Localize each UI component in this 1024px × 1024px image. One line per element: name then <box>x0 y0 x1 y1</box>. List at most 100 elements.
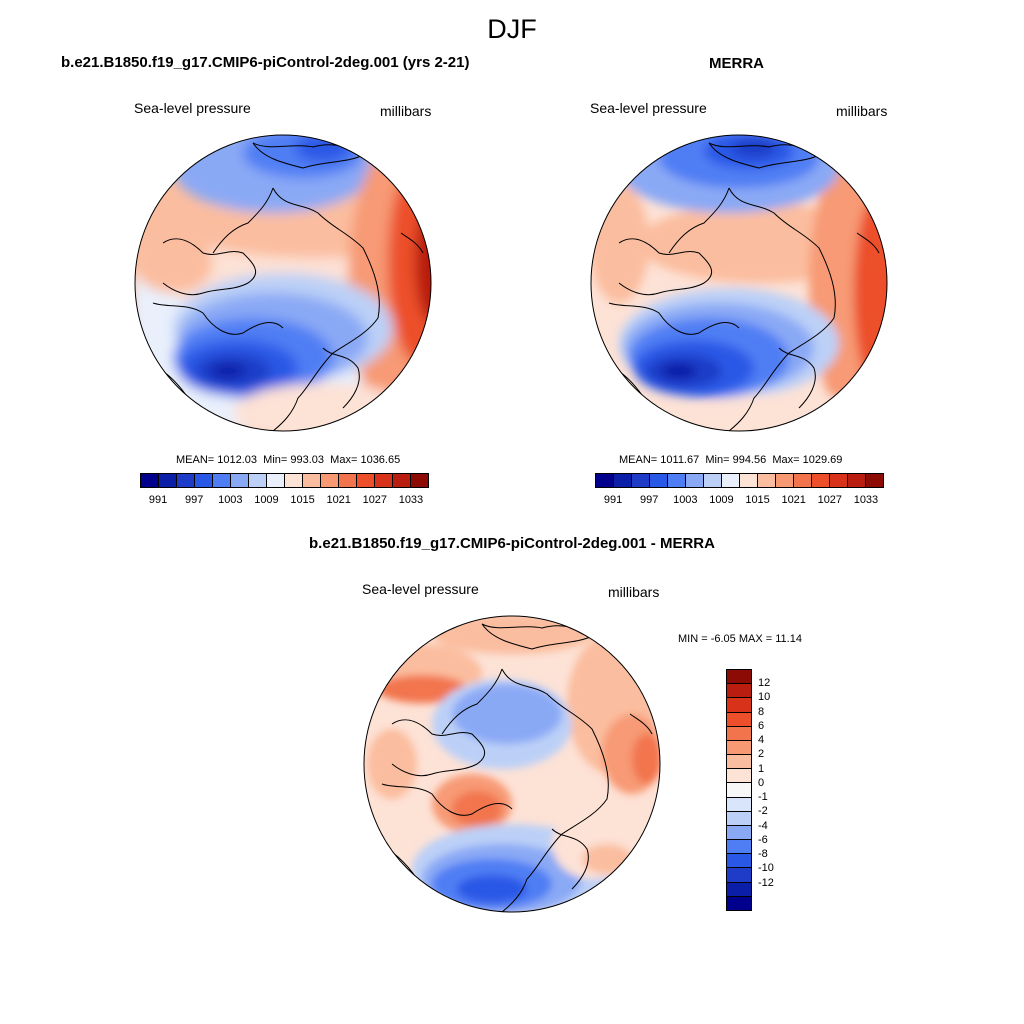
colorbar-swatch <box>177 474 195 487</box>
colorbar-swatch <box>632 474 650 487</box>
colorbar-swatch <box>303 474 321 487</box>
colorbar-swatch <box>727 769 751 784</box>
colorbar-tick-label: 10 <box>758 691 771 704</box>
colorbar-tick-label: 991 <box>603 494 623 506</box>
colorbar-swatch <box>776 474 794 487</box>
colorbar-swatch <box>727 740 751 756</box>
colorbar-tick-label: 2 <box>758 748 765 761</box>
colorbar-tick-label: 1009 <box>709 494 734 506</box>
panel3-title: b.e21.B1850.f19_g17.CMIP6-piControl-2deg… <box>309 535 715 552</box>
colorbar-tick-label: 0 <box>758 776 765 789</box>
colorbar-swatch <box>727 811 751 826</box>
colorbar-swatch <box>375 474 393 487</box>
colorbar-swatch <box>727 797 751 812</box>
colorbar-tick-label: 997 <box>640 494 659 506</box>
colorbar-swatch <box>794 474 812 487</box>
panel1-min-label: Min= <box>263 454 288 466</box>
panel1-colorbar-ticks: 991 997 1003 1009 1015 1021 1027 1033 <box>140 494 429 508</box>
colorbar-tick-label: 1003 <box>673 494 698 506</box>
panel2-title: MERRA <box>709 55 764 72</box>
colorbar-swatch <box>339 474 357 487</box>
colorbar-swatch <box>285 474 303 487</box>
panel1-mean-value: 1012.03 <box>217 454 258 466</box>
panel3-max-value: 11.14 <box>775 633 802 645</box>
panel2-max-label: Max= <box>772 454 800 466</box>
colorbar-swatch <box>686 474 704 487</box>
panel2-min-value: 994.56 <box>732 454 767 466</box>
panel3-min-value: -6.05 <box>710 633 736 645</box>
colorbar-swatch <box>267 474 285 487</box>
colorbar-tick-label: 1033 <box>398 494 424 506</box>
colorbar-swatch <box>727 712 751 727</box>
colorbar-swatch <box>614 474 632 487</box>
colorbar-swatch <box>159 474 177 487</box>
panel2-max-value: 1029.69 <box>802 454 843 466</box>
colorbar-swatch <box>704 474 722 487</box>
colorbar-swatch <box>848 474 866 487</box>
colorbar-swatch <box>740 474 758 487</box>
colorbar-swatch <box>727 854 751 869</box>
colorbar-tick-label: 997 <box>185 494 204 506</box>
colorbar-swatch <box>727 840 751 855</box>
colorbar-swatch <box>727 825 751 841</box>
colorbar-swatch <box>727 896 751 910</box>
colorbar-swatch <box>830 474 848 487</box>
colorbar-tick-label: 1021 <box>781 494 806 506</box>
panel1-min-value: 993.03 <box>290 454 325 466</box>
panel1-polar-map <box>134 134 432 432</box>
colorbar-tick-label: -2 <box>758 805 768 818</box>
colorbar-swatch <box>596 474 614 487</box>
colorbar-tick-label: 1033 <box>853 494 879 506</box>
colorbar-swatch <box>727 868 751 883</box>
panel3-colorbar <box>726 669 752 911</box>
colorbar-tick-label: 1027 <box>362 494 388 506</box>
panel1-colorbar <box>140 473 429 488</box>
colorbar-swatch <box>357 474 375 487</box>
colorbar-swatch <box>668 474 686 487</box>
colorbar-tick-label: 1003 <box>218 494 243 506</box>
panel3-variable-label: Sea-level pressure <box>362 581 479 597</box>
main-title: DJF <box>487 14 537 44</box>
panel1-max-label: Max= <box>330 454 358 466</box>
colorbar-swatch <box>727 726 751 741</box>
panel2-polar-map <box>590 134 888 432</box>
colorbar-swatch <box>727 698 751 713</box>
colorbar-swatch <box>727 670 751 685</box>
colorbar-tick-label: 6 <box>758 719 765 732</box>
panel2-colorbar-ticks: 991 997 1003 1009 1015 1021 1027 1033 <box>595 494 884 508</box>
panel2-mean-label: MEAN= <box>619 454 658 466</box>
colorbar-swatch <box>213 474 231 487</box>
colorbar-swatch <box>812 474 830 487</box>
panel3-colorbar-ticks: 12 10 8 6 4 2 1 0 -1 -2 -4 -6 -8 -10 -12 <box>758 669 798 911</box>
panel1-variable-label: Sea-level pressure <box>134 100 251 116</box>
colorbar-tick-label: 12 <box>758 677 771 690</box>
colorbar-tick-label: 1015 <box>745 494 770 506</box>
panel2-mean-value: 1011.67 <box>660 454 700 466</box>
colorbar-tick-label: -6 <box>758 833 768 846</box>
panel1-units-label: millibars <box>380 103 432 119</box>
panel2-colorbar <box>595 473 884 488</box>
colorbar-tick-label: 1 <box>758 762 765 775</box>
panel1-mean-label: MEAN= <box>176 454 215 466</box>
panel2-units-label: millibars <box>836 103 888 119</box>
panel3-units-label: millibars <box>608 584 660 600</box>
colorbar-tick-label: -4 <box>758 819 768 832</box>
colorbar-tick-label: 991 <box>148 494 168 506</box>
panel2-variable-label: Sea-level pressure <box>590 100 707 116</box>
colorbar-tick-label: 1015 <box>290 494 315 506</box>
colorbar-tick-label: 4 <box>758 734 765 747</box>
colorbar-swatch <box>727 882 751 897</box>
colorbar-swatch <box>727 783 751 798</box>
colorbar-swatch <box>249 474 267 487</box>
panel2-stats: MEAN= 1011.67 Min= 994.56 Max= 1029.69 <box>619 454 842 466</box>
colorbar-swatch <box>866 474 883 487</box>
colorbar-tick-label: 8 <box>758 705 765 718</box>
colorbar-swatch <box>321 474 339 487</box>
colorbar-swatch <box>411 474 428 487</box>
panel1-stats: MEAN= 1012.03 Min= 993.03 Max= 1036.65 <box>176 454 400 466</box>
colorbar-tick-label: 1027 <box>817 494 843 506</box>
panel2-min-label: Min= <box>705 454 730 466</box>
colorbar-tick-label: 1021 <box>326 494 351 506</box>
panel1-title: b.e21.B1850.f19_g17.CMIP6-piControl-2deg… <box>61 54 470 71</box>
colorbar-tick-label: -8 <box>758 848 768 861</box>
